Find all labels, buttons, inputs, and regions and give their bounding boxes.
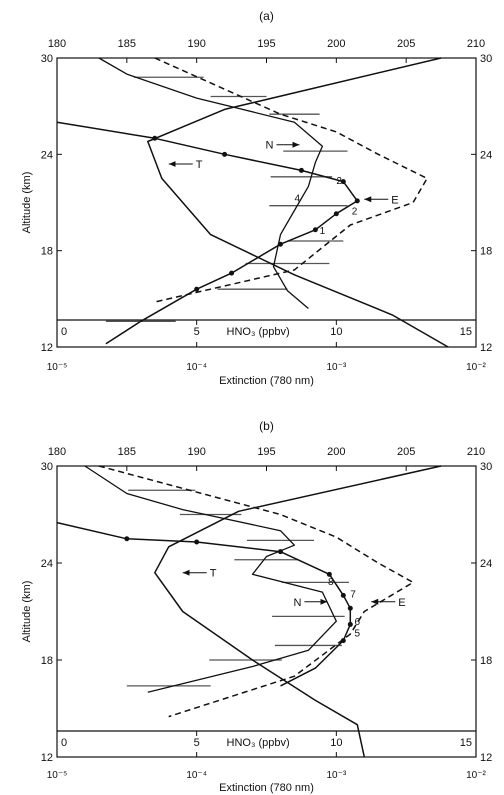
series-line-temperature: [147, 57, 449, 348]
altitude-axis-label: Altitude (km): [21, 172, 33, 234]
altitude-tick-label-left: 12: [41, 342, 53, 354]
altitude-tick-label-left: 30: [41, 461, 53, 473]
hno3-tick-label: 10: [330, 737, 342, 749]
extinction-axis-label: Extinction (780 nm): [219, 375, 314, 387]
data-point: [333, 211, 339, 217]
point-number-label: 7: [350, 590, 356, 601]
data-point: [347, 621, 353, 627]
data-point: [340, 638, 346, 644]
series-line-hno3: [98, 57, 324, 309]
panel-b: (b) 180 185 190 195 200 205 210 12 12 18 18 24 24 30 30…: [21, 419, 492, 794]
altitude-tick-label-left: 24: [41, 558, 53, 570]
extinction-axis-label: Extinction (780 nm): [219, 782, 314, 794]
hno3-tick-label: 15: [460, 326, 472, 338]
data-point: [229, 270, 235, 276]
altitude-tick-label-right: 24: [480, 149, 492, 161]
annotation-label: E: [398, 597, 405, 609]
point-number-label: 2: [352, 207, 358, 218]
extinction-tick-label: 10⁻³: [326, 362, 346, 373]
top-axis-tick-label: 200: [327, 446, 345, 458]
data-point: [194, 539, 200, 545]
annotation-label: N: [293, 597, 301, 609]
series-line-extinction: [56, 521, 352, 687]
hno3-tick-label: 15: [460, 737, 472, 749]
series-line-dashed: [98, 465, 414, 718]
extinction-tick-label: 10⁻²: [466, 362, 486, 373]
extinction-tick-label: 10⁻⁴: [186, 362, 207, 373]
data-point: [277, 241, 283, 247]
point-number-label: 5: [355, 629, 361, 640]
top-axis-tick-label: 205: [397, 446, 415, 458]
hno3-axis-label: HNO₃ (ppbv): [227, 326, 290, 338]
data-point: [298, 167, 304, 173]
data-point: [194, 286, 200, 292]
panel-label: (b): [259, 419, 274, 433]
altitude-tick-label-right: 24: [480, 558, 492, 570]
altitude-tick-label-right: 12: [480, 752, 492, 764]
top-axis-tick-label: 190: [187, 38, 205, 50]
hno3-tick-label: 10: [330, 326, 342, 338]
hno3-axis-label: HNO₃ (ppbv): [227, 737, 290, 749]
point-number-label: 8: [328, 577, 334, 588]
altitude-tick-label-left: 18: [41, 655, 53, 667]
hno3-tick-label: 0: [61, 326, 67, 338]
altitude-tick-label-left: 18: [41, 246, 53, 258]
top-axis-tick-label: 210: [467, 38, 485, 50]
extinction-tick-label: 10⁻³: [326, 770, 346, 781]
top-axis-tick-label: 205: [397, 38, 415, 50]
annotation-label: T: [210, 568, 217, 580]
panel-label: (a): [259, 9, 274, 23]
data-point: [347, 605, 353, 611]
top-axis-tick-label: 200: [327, 38, 345, 50]
hno3-tick-label: 5: [194, 326, 200, 338]
extinction-tick-label: 10⁻⁵: [47, 362, 68, 373]
altitude-tick-label-right: 18: [480, 246, 492, 258]
top-axis-tick-label: 195: [257, 38, 275, 50]
series-line-temperature: [154, 465, 442, 758]
altitude-axis-label: Altitude (km): [21, 581, 33, 643]
altitude-tick-label-right: 30: [480, 461, 492, 473]
plot-frame: [56, 465, 477, 758]
extinction-tick-label: 10⁻⁴: [186, 770, 207, 781]
data-point: [222, 151, 228, 157]
altitude-tick-label-left: 12: [41, 752, 53, 764]
data-point: [340, 592, 346, 598]
top-axis-tick-label: 190: [187, 446, 205, 458]
data-point: [340, 179, 346, 185]
data-point: [124, 536, 130, 542]
altitude-tick-label-left: 24: [41, 149, 53, 161]
data-point: [354, 198, 360, 204]
data-point: [152, 135, 158, 141]
data-point: [312, 227, 318, 233]
altitude-tick-label-left: 30: [41, 53, 53, 65]
top-axis-tick-label: 180: [48, 38, 66, 50]
series-line-hno3: [84, 465, 337, 693]
altitude-tick-label-right: 18: [480, 655, 492, 667]
annotation-label: N: [266, 140, 274, 152]
series-line-dashed: [154, 57, 428, 303]
altitude-tick-label-right: 30: [480, 53, 492, 65]
top-axis-tick-label: 195: [257, 446, 275, 458]
altitude-tick-label-right: 12: [480, 342, 492, 354]
top-axis-tick-label: 185: [118, 446, 136, 458]
data-point: [326, 571, 332, 577]
top-axis-tick-label: 180: [48, 446, 66, 458]
top-axis-tick-label: 210: [467, 446, 485, 458]
point-number-label: 1: [320, 226, 326, 237]
point-number-label: 4: [294, 194, 300, 205]
series-line-extinction: [56, 121, 359, 345]
plot-frame: [56, 57, 477, 348]
point-number-label: 2: [336, 176, 342, 187]
hno3-tick-label: 0: [61, 737, 67, 749]
extinction-tick-label: 10⁻²: [466, 770, 486, 781]
point-number-label: 6: [355, 617, 361, 628]
annotation-label: E: [391, 194, 398, 206]
annotation-label: T: [196, 159, 203, 171]
extinction-tick-label: 10⁻⁵: [47, 770, 68, 781]
top-axis-tick-label: 185: [118, 38, 136, 50]
data-point: [277, 549, 283, 555]
hno3-tick-label: 5: [194, 737, 200, 749]
